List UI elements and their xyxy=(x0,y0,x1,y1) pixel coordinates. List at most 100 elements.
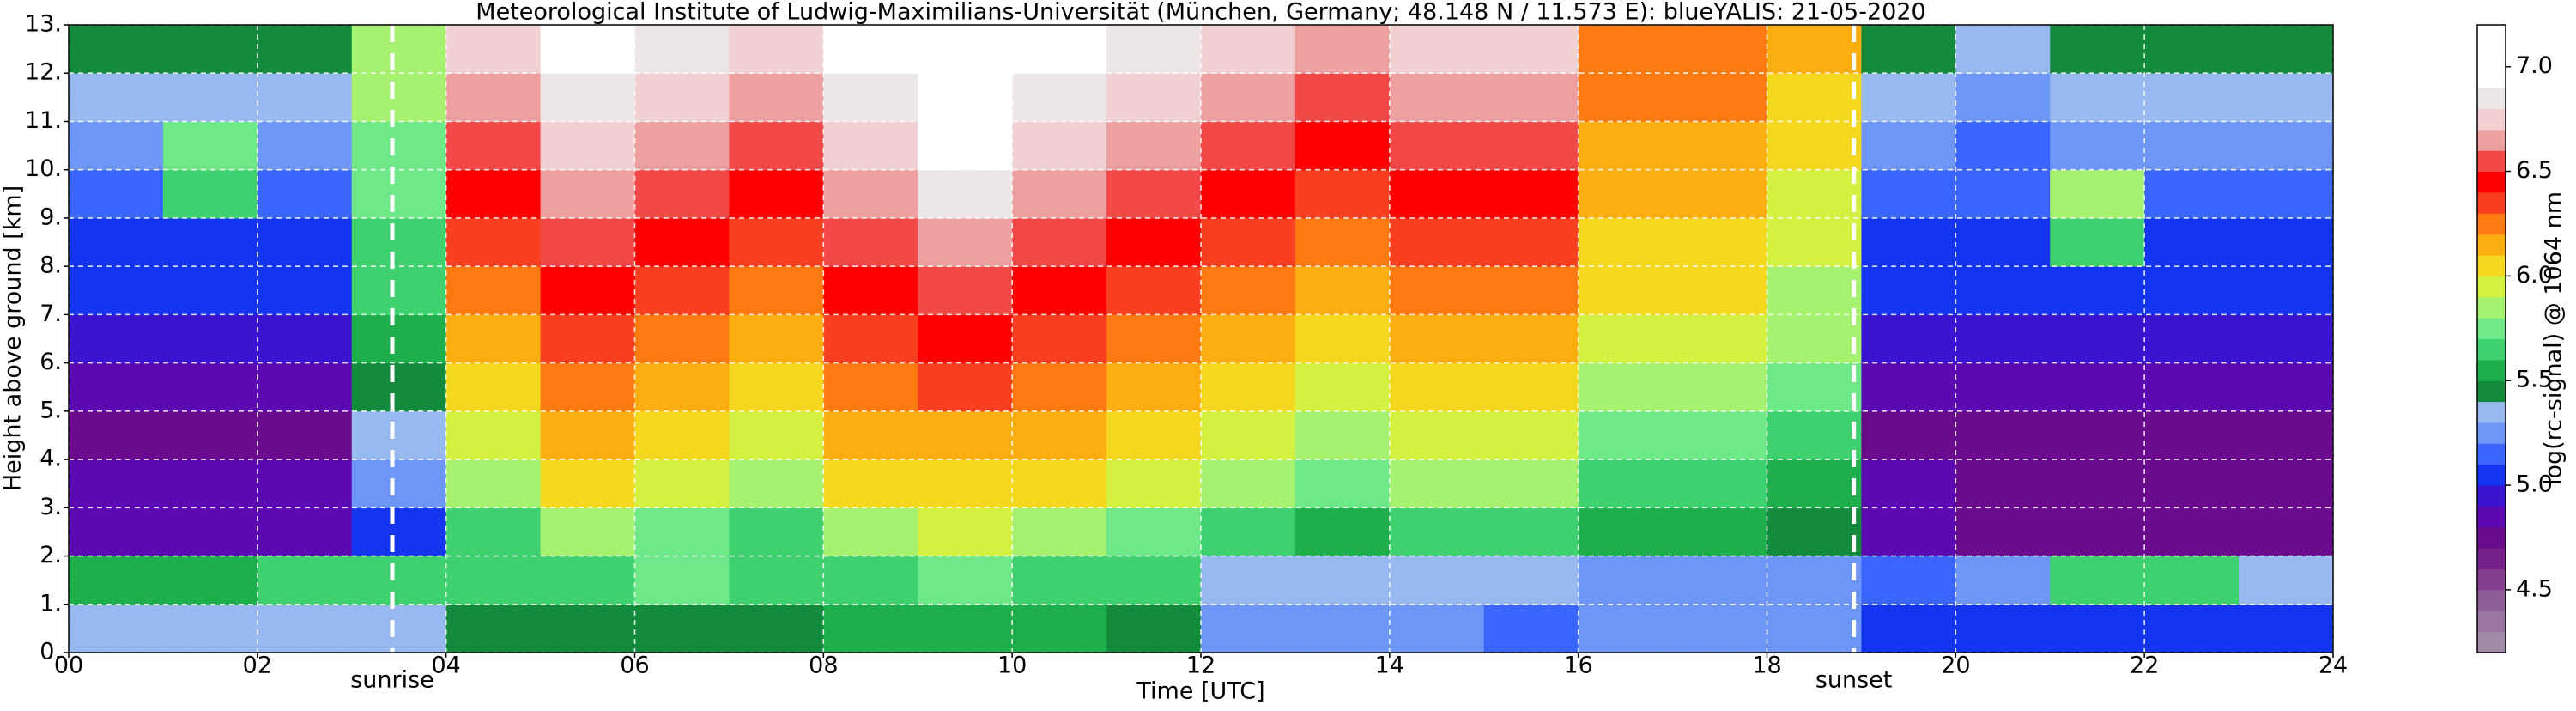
y-tick-label: 11. xyxy=(25,107,62,134)
heatmap-cell xyxy=(1861,604,1956,653)
heatmap-cell xyxy=(1389,25,1485,74)
heatmap-cell xyxy=(918,266,1013,315)
heatmap-cell xyxy=(2239,410,2334,460)
heatmap-cell xyxy=(2144,459,2240,508)
heatmap-cell xyxy=(729,169,824,219)
heatmap-cell xyxy=(445,73,542,122)
heatmap-cell xyxy=(162,169,258,219)
heatmap-cell xyxy=(162,73,258,122)
heatmap-cell xyxy=(162,314,258,364)
heatmap-cell xyxy=(162,459,258,508)
heatmap-cell xyxy=(1578,266,1674,315)
heatmap-cell xyxy=(1578,121,1674,171)
heatmap-cell xyxy=(1955,25,2051,74)
heatmap-cell xyxy=(634,73,730,122)
heatmap-cell xyxy=(1861,73,1956,122)
heatmap-cell xyxy=(445,314,542,364)
heatmap-cell xyxy=(1767,410,1862,460)
heatmap-cell xyxy=(351,362,447,412)
heatmap-cell xyxy=(1955,121,2051,171)
colorbar-swatch xyxy=(2477,213,2506,235)
heatmap-cell xyxy=(1578,169,1674,219)
heatmap-cell xyxy=(1294,314,1391,364)
colorbar-swatch xyxy=(2477,88,2506,109)
colorbar-swatch xyxy=(2477,66,2506,88)
heatmap-cell xyxy=(1955,362,2051,412)
heatmap-cell xyxy=(1294,169,1391,219)
heatmap-cell xyxy=(2050,410,2145,460)
heatmap-cell xyxy=(162,25,258,74)
heatmap-cell xyxy=(1483,507,1579,557)
heatmap-cell xyxy=(2144,556,2240,605)
heatmap-cell xyxy=(1483,121,1579,171)
y-axis-label: Height above ground [km] xyxy=(0,185,27,491)
colorbar-swatch xyxy=(2477,589,2506,611)
heatmap-cell xyxy=(1012,73,1107,122)
x-axis-label: Time [UTC] xyxy=(1136,678,1264,705)
y-tick-label: 8. xyxy=(39,252,62,279)
heatmap-cell xyxy=(1106,314,1202,364)
x-tick-label: 20 xyxy=(1941,653,1970,679)
heatmap-cell xyxy=(540,362,635,412)
heatmap-cell xyxy=(1201,604,1296,653)
heatmap-cell xyxy=(1294,604,1391,653)
heatmap-cell xyxy=(823,459,918,508)
heatmap-cell xyxy=(1294,25,1391,74)
heatmap-cell xyxy=(1861,459,1956,508)
colorbar-swatch xyxy=(2477,568,2506,591)
heatmap-cell xyxy=(257,556,353,605)
heatmap-cell xyxy=(2144,362,2240,412)
heatmap-cell xyxy=(729,73,824,122)
y-tick-label: 2. xyxy=(39,542,62,568)
heatmap-cell xyxy=(729,314,824,364)
heatmap-cell xyxy=(729,362,824,412)
heatmap-cell xyxy=(1201,73,1296,122)
heatmap-cell xyxy=(257,266,353,315)
heatmap-cell xyxy=(69,314,164,364)
heatmap-cell xyxy=(2239,266,2334,315)
heatmap-cell xyxy=(257,314,353,364)
heatmap-cell xyxy=(1106,169,1202,219)
heatmap-cell xyxy=(1106,459,1202,508)
heatmap-cell xyxy=(257,25,353,74)
heatmap-cell xyxy=(2239,169,2334,219)
heatmap-cell xyxy=(1012,169,1107,219)
heatmap-cell xyxy=(540,314,635,364)
heatmap-cell xyxy=(729,556,824,605)
heatmap-cell xyxy=(1389,507,1485,557)
heatmap-cell xyxy=(1578,362,1674,412)
heatmap-cell xyxy=(69,459,164,508)
heatmap-cell xyxy=(823,73,918,122)
heatmap-cell xyxy=(2050,25,2145,74)
y-tick-label: 1. xyxy=(39,590,62,617)
heatmap-cell xyxy=(2239,217,2334,267)
heatmap xyxy=(69,25,2334,653)
heatmap-cell xyxy=(69,507,164,557)
heatmap-cell xyxy=(351,25,447,74)
heatmap-cell xyxy=(445,556,542,605)
heatmap-cell xyxy=(1672,556,1767,605)
heatmap-cell xyxy=(2144,314,2240,364)
heatmap-cell xyxy=(2144,507,2240,557)
heatmap-cell xyxy=(1106,217,1202,267)
heatmap-cell xyxy=(1389,362,1485,412)
colorbar-swatch xyxy=(2477,464,2506,486)
heatmap-cell xyxy=(1012,314,1107,364)
heatmap-cell xyxy=(351,556,447,605)
heatmap-cell xyxy=(257,507,353,557)
heatmap-cell xyxy=(351,459,447,508)
colorbar-swatch xyxy=(2477,338,2506,361)
heatmap-cell xyxy=(918,507,1013,557)
heatmap-cell xyxy=(823,25,918,74)
colorbar-swatch xyxy=(2477,401,2506,423)
colorbar-swatch xyxy=(2477,150,2506,173)
heatmap-cell xyxy=(2050,121,2145,171)
heatmap-cell xyxy=(1106,604,1202,653)
heatmap-cell xyxy=(1294,362,1391,412)
heatmap-cell xyxy=(1012,121,1107,171)
heatmap-cell xyxy=(2050,217,2145,267)
heatmap-cell xyxy=(1012,459,1107,508)
heatmap-cell xyxy=(1106,73,1202,122)
colorbar-swatch xyxy=(2477,255,2506,276)
heatmap-cell xyxy=(69,25,164,74)
